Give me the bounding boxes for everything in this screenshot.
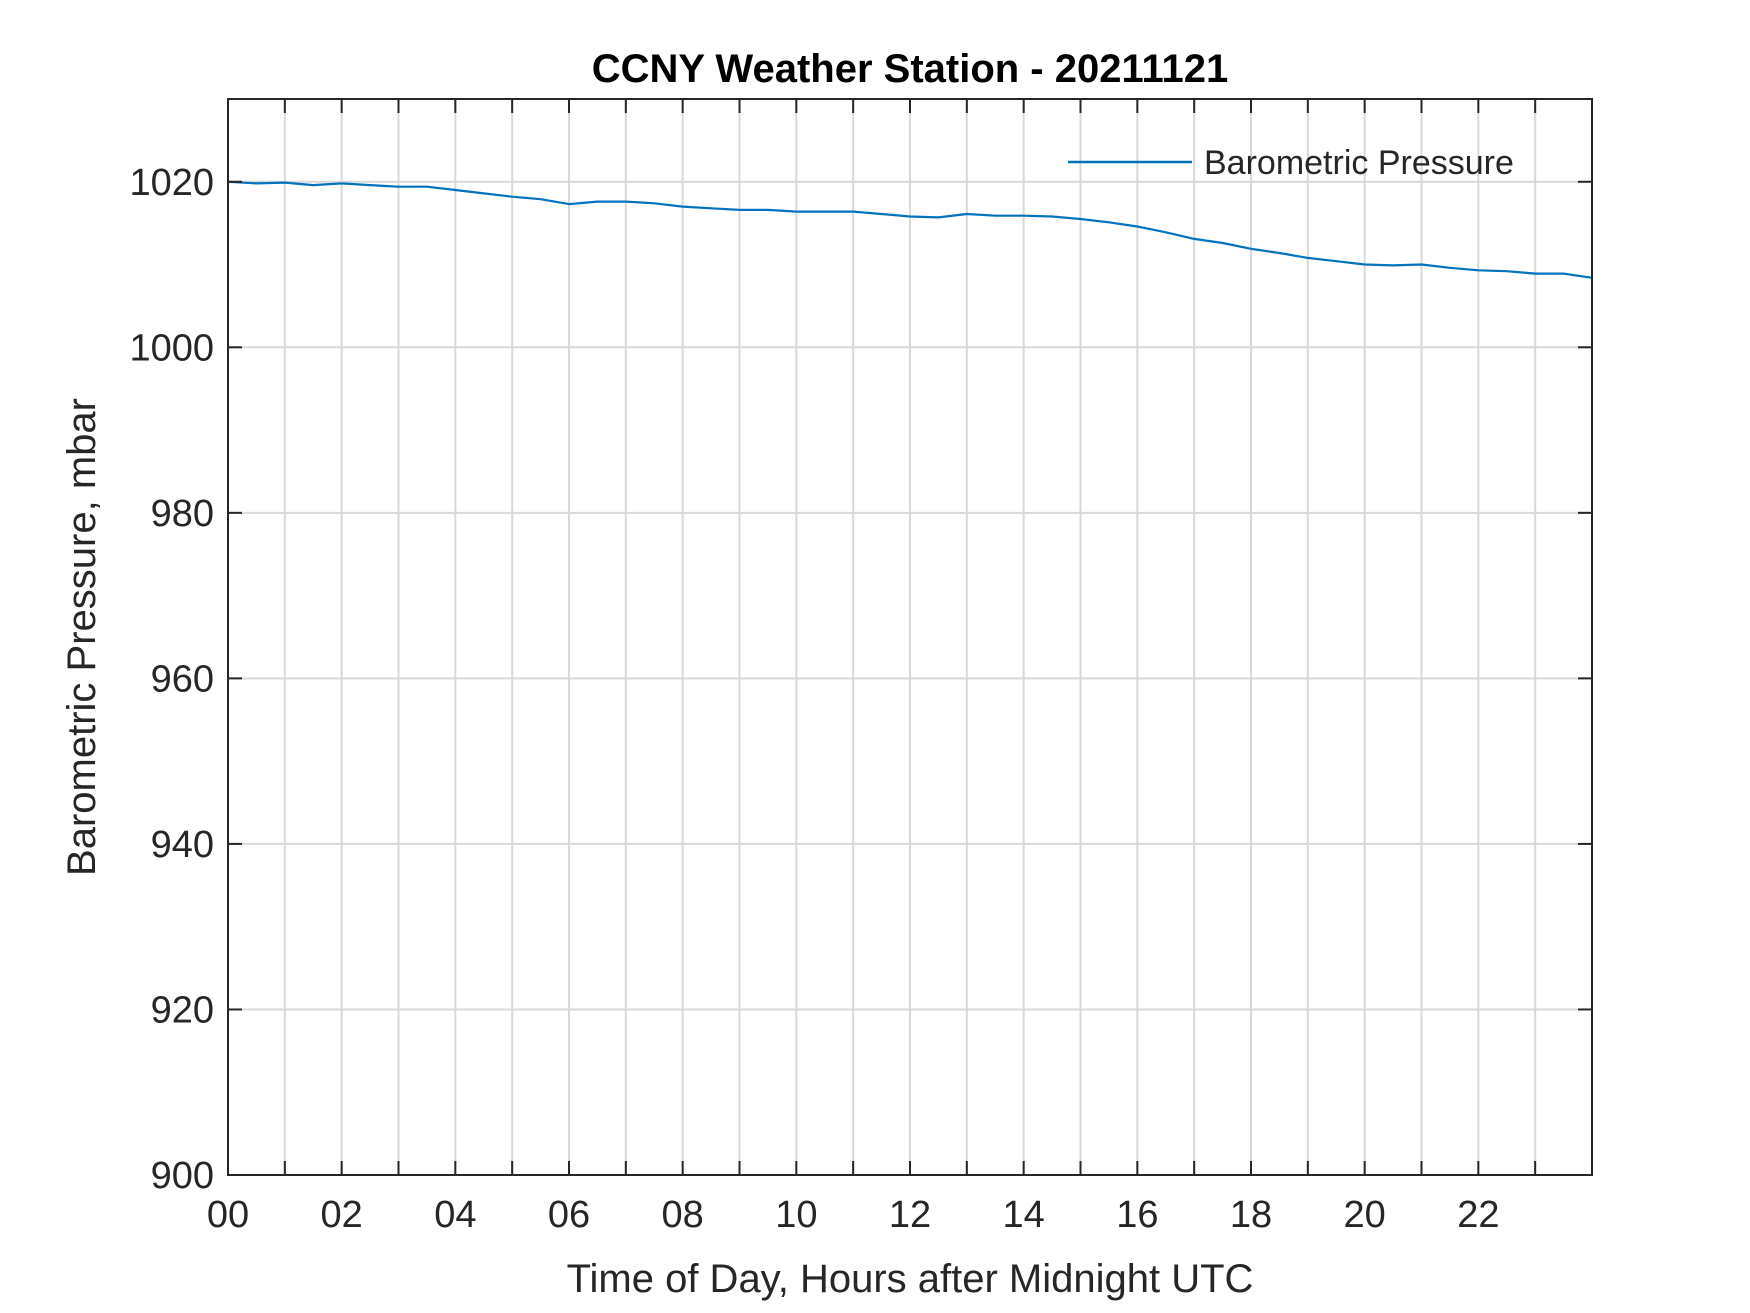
- y-tick-label: 1000: [129, 327, 214, 369]
- y-axis-label: Barometric Pressure, mbar: [60, 398, 104, 876]
- series-layer: [227, 180, 1593, 279]
- x-tick-label: 14: [1003, 1194, 1045, 1236]
- x-tick-label: 02: [321, 1194, 363, 1236]
- y-tick-label: 1020: [129, 162, 214, 204]
- x-tick-label: 18: [1230, 1194, 1272, 1236]
- x-tick-label: 04: [434, 1194, 476, 1236]
- x-axis-label: Time of Day, Hours after Midnight UTC: [567, 1257, 1254, 1301]
- x-tick-label: 06: [548, 1194, 590, 1236]
- tick-labels: 00 02 04 06 08 10 12 14 16 18 20 22 900 920 940 960 980 1…: [129, 162, 1499, 1236]
- x-tick-label: 10: [775, 1194, 817, 1236]
- legend-label-barometric-pressure: Barometric Pressure: [1204, 144, 1514, 182]
- x-tick-label: 20: [1344, 1194, 1386, 1236]
- x-tick-label: 16: [1116, 1194, 1158, 1236]
- ticks: [227, 99, 1592, 1176]
- y-tick-label: 980: [151, 493, 214, 535]
- grid-lines: [228, 99, 1592, 1175]
- y-tick-label: 900: [151, 1155, 214, 1197]
- series-line-barometric-pressure: [227, 180, 1593, 279]
- y-tick-label: 940: [151, 824, 214, 866]
- legend: Barometric Pressure: [1068, 144, 1514, 182]
- y-tick-label: 920: [151, 989, 214, 1031]
- x-tick-label: 22: [1457, 1194, 1499, 1236]
- x-tick-label: 08: [662, 1194, 704, 1236]
- chart-title: CCNY Weather Station - 20211121: [592, 47, 1229, 91]
- x-tick-label: 00: [207, 1194, 249, 1236]
- y-tick-label: 960: [151, 658, 214, 700]
- x-tick-label: 12: [889, 1194, 931, 1236]
